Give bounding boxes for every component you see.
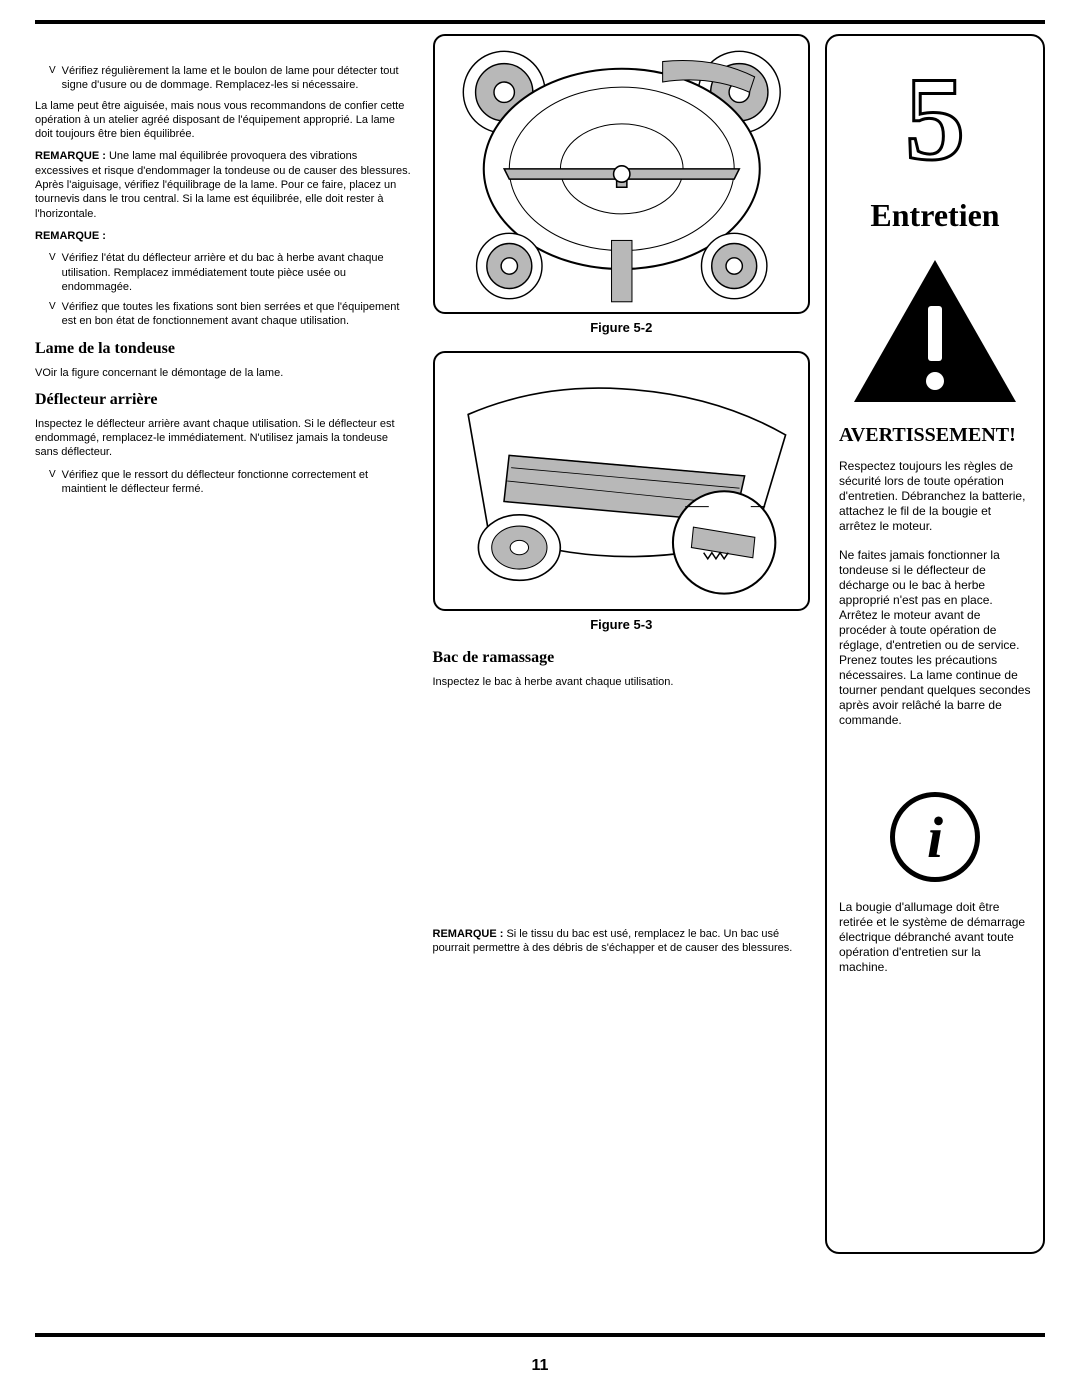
chapter-title: Entretien — [870, 197, 999, 234]
note-head: REMARQUE : — [35, 150, 106, 162]
warning-heading: AVERTISSEMENT! — [839, 424, 1016, 447]
note-3: REMARQUE : Si le tissu du bac est usé, r… — [433, 927, 811, 956]
note-head: REMARQUE : — [35, 230, 106, 242]
page-content: Vérifiez régulièrement la lame et le bou… — [35, 34, 1045, 1311]
page-number: 11 — [0, 1357, 1080, 1375]
warning-para-1: Respectez toujours les règles de sécurit… — [839, 459, 1031, 534]
bottom-rule — [35, 1333, 1045, 1337]
mower-deflector-illustration — [435, 353, 809, 609]
subheading-blade: Lame de la tondeuse — [35, 339, 413, 360]
prefix: VO — [35, 367, 51, 379]
body-para: VOir la figure concernant le démontage d… — [35, 366, 413, 380]
body-text: Vérifiez que le ressort du déflecteur fo… — [62, 468, 413, 497]
note-2-head: REMARQUE : — [35, 229, 413, 243]
bullet-3: Vérifiez l'état du déflecteur arrière et… — [49, 251, 413, 294]
note-1: REMARQUE : Une lame mal équilibrée provo… — [35, 149, 413, 220]
body-para: La lame peut être aiguisée, mais nous vo… — [35, 99, 413, 142]
info-icon: i — [890, 792, 980, 882]
chapter-number: 5 — [905, 59, 965, 179]
body-text: ir la figure concernant le démontage de … — [51, 367, 283, 379]
left-column: Vérifiez régulièrement la lame et le bou… — [35, 34, 413, 1311]
sidebar-info-text: La bougie d'allumage doit être retirée e… — [839, 900, 1031, 975]
spacer — [433, 697, 811, 927]
body-text: Vérifiez que toutes les fixations sont b… — [62, 300, 413, 329]
figure-5-3 — [433, 351, 811, 611]
chapter-sidebar: 5 Entretien AVERTISSEMENT! Respectez tou… — [825, 34, 1045, 1254]
bullet-1: Vérifiez régulièrement la lame et le bou… — [49, 64, 413, 93]
mower-underside-illustration — [435, 36, 809, 312]
sidebar-warning-text: Respectez toujours les règles de sécurit… — [839, 459, 1031, 742]
body-para: Inspectez le déflecteur arrière avant ch… — [35, 417, 413, 460]
body-para: Inspectez le bac à herbe avant chaque ut… — [433, 675, 811, 689]
body-text: Vérifiez l'état du déflecteur arrière et… — [62, 251, 413, 294]
top-rule — [35, 20, 1045, 24]
figure-5-2 — [433, 34, 811, 314]
subheading-deflector: Déflecteur arrière — [35, 390, 413, 411]
bullet-6: Vérifiez que le ressort du déflecteur fo… — [49, 468, 413, 497]
bullet-4: Vérifiez que toutes les fixations sont b… — [49, 300, 413, 329]
note-head: REMARQUE : — [433, 928, 504, 940]
warning-para-2: Ne faites jamais fonctionner la tondeuse… — [839, 548, 1031, 728]
figure-5-3-caption: Figure 5-3 — [433, 617, 811, 634]
warning-triangle-icon — [850, 256, 1020, 406]
main-columns: Vérifiez régulièrement la lame et le bou… — [35, 34, 825, 1311]
subheading-bag: Bac de ramassage — [433, 648, 811, 669]
right-column: Figure 5-2 — [433, 34, 811, 1311]
figure-5-2-caption: Figure 5-2 — [433, 320, 811, 337]
body-text: Vérifiez régulièrement la lame et le bou… — [62, 64, 413, 93]
